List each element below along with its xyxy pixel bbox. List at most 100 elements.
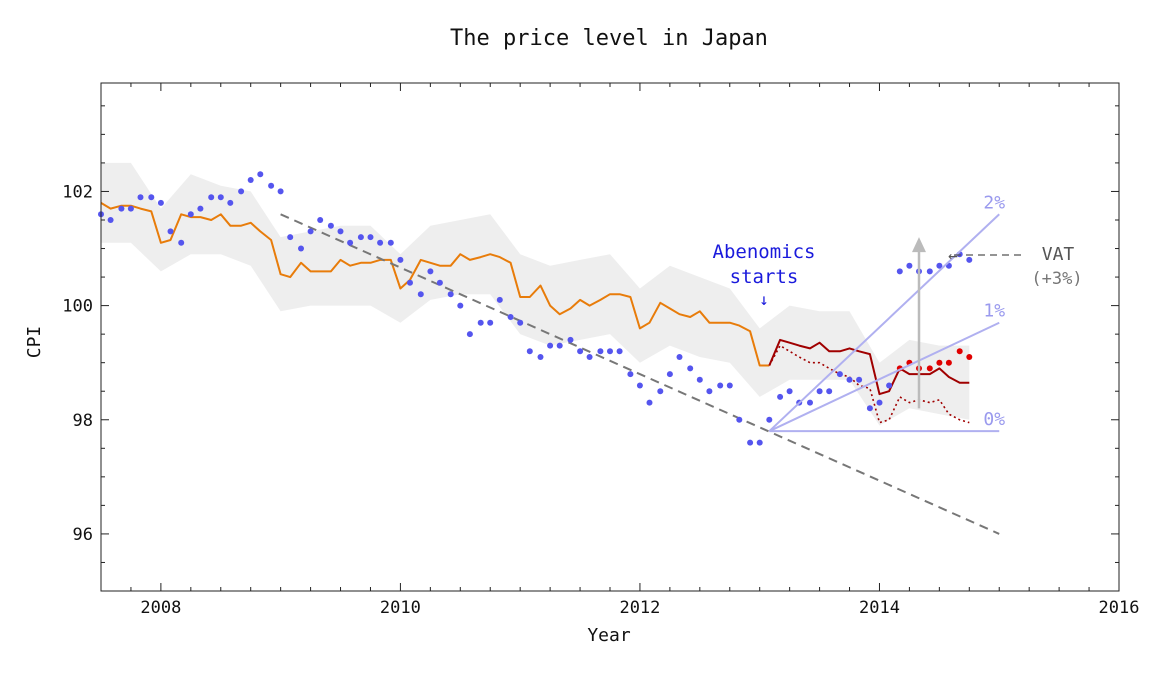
- cpi-data-point: [298, 245, 304, 252]
- cpi-data-point: [676, 354, 683, 360]
- post-vat-data-point: [966, 354, 973, 360]
- cpi-data-point: [747, 439, 754, 446]
- cpi-data-point: [447, 291, 454, 298]
- cpi-data-point: [547, 342, 554, 349]
- cpi-data-point: [657, 388, 664, 395]
- cpi-data-point: [556, 342, 563, 349]
- cpi-data-point: [107, 217, 114, 223]
- axis-tick-layer: 2008 2010 2012 2014 2016 96 98 100 102: [62, 83, 1139, 618]
- cpi-data-point: [577, 348, 584, 355]
- cpi-data-point: [876, 399, 883, 406]
- cpi-data-point: [636, 382, 643, 389]
- y-tick-label: 102: [62, 182, 93, 202]
- vat-arrow-head-icon: [911, 237, 926, 253]
- cpi-data-point: [327, 222, 334, 229]
- cpi-data-point: [238, 188, 245, 195]
- cpi-data-point: [436, 279, 443, 286]
- y-tick-label: 98: [73, 411, 93, 431]
- cpi-data-point: [127, 205, 134, 212]
- cpi-data-point: [496, 296, 503, 303]
- cpi-data-point: [178, 239, 185, 246]
- cpi-data-point: [926, 268, 933, 275]
- cpi-data-point: [367, 234, 374, 241]
- cpi-data-point: [906, 262, 913, 269]
- cpi-data-point: [886, 382, 893, 389]
- cpi-data-point: [537, 354, 544, 360]
- cpi-data-point: [477, 319, 484, 326]
- cpi-data-point: [317, 217, 324, 223]
- cpi-data-point: [706, 388, 713, 395]
- cpi-data-point: [736, 416, 743, 423]
- cpi-data-point: [137, 194, 144, 201]
- cpi-data-point: [268, 182, 275, 189]
- cpi-data-point: [167, 228, 174, 235]
- post-vat-data-point: [956, 348, 963, 355]
- cpi-data-point: [816, 388, 823, 395]
- cpi-data-point: [586, 354, 593, 360]
- cpi-data-point: [756, 439, 763, 446]
- post-vat-data-point: [936, 359, 943, 366]
- cpi-data-point: [247, 177, 254, 183]
- cpi-data-point: [966, 256, 973, 263]
- scenario-label: 0%: [983, 409, 1005, 430]
- cpi-data-point: [148, 194, 155, 201]
- scenario-line: [768, 321, 1000, 433]
- cpi-data-point: [377, 239, 384, 246]
- cpi-line-series: [100, 202, 770, 367]
- chart-title: The price level in Japan: [450, 26, 768, 51]
- x-tick-label: 2010: [380, 598, 421, 618]
- data-point-layer: [98, 171, 973, 446]
- cpi-data-point: [766, 416, 773, 423]
- cpi-data-point: [567, 336, 574, 343]
- cpi-data-point: [217, 194, 224, 201]
- cpi-data-point: [856, 376, 863, 383]
- x-tick-label: 2016: [1099, 598, 1140, 618]
- cpi-data-point: [786, 388, 793, 395]
- scenario-layer: 2% 1% 0%: [768, 192, 1005, 433]
- x-axis-title: Year: [587, 625, 631, 646]
- vat-pointer-arrow-icon: ←: [948, 246, 958, 265]
- cpi-data-point: [357, 234, 364, 241]
- post-abenomics-line: [768, 338, 970, 396]
- cpi-data-point: [387, 239, 394, 246]
- series-line-layer: [100, 202, 1000, 535]
- cpi-data-point: [507, 314, 514, 320]
- abenomics-arrow-icon: ↓: [759, 290, 769, 309]
- cpi-data-point: [337, 228, 344, 235]
- abenomics-label-line2: starts: [730, 266, 799, 288]
- cpi-data-point: [866, 405, 873, 412]
- cpi-data-point: [118, 205, 125, 212]
- cpi-data-point: [407, 279, 413, 286]
- trend-dashed-line: [280, 213, 1000, 535]
- cpi-data-point: [277, 188, 284, 195]
- cpi-data-point: [717, 382, 724, 389]
- cpi-data-point: [807, 399, 813, 406]
- y-tick-label: 96: [73, 525, 93, 545]
- cpi-data-point: [208, 194, 215, 201]
- cpi-data-point: [627, 371, 634, 378]
- y-tick-label: 100: [62, 297, 93, 317]
- x-tick-label: 2008: [140, 598, 181, 618]
- cpi-data-point: [777, 393, 784, 400]
- cpi-data-point: [826, 388, 833, 395]
- cpi-data-point: [417, 291, 424, 298]
- cpi-data-point: [607, 348, 613, 355]
- vat-detail-label: (+3%): [1031, 269, 1082, 289]
- post-vat-data-point: [926, 365, 933, 372]
- cpi-data-point: [666, 371, 673, 378]
- scenario-label: 1%: [983, 301, 1005, 322]
- cpi-data-point: [157, 199, 164, 206]
- vat-label: VAT: [1042, 244, 1075, 265]
- cpi-data-point: [197, 205, 204, 212]
- cpi-data-point: [457, 302, 464, 309]
- cpi-data-point: [307, 228, 314, 235]
- uncertainty-band-layer: [101, 162, 970, 426]
- cpi-data-point: [616, 348, 623, 355]
- y-axis-title: CPI: [24, 326, 45, 359]
- cpi-data-point: [347, 239, 354, 246]
- plot-frame: [100, 82, 1120, 592]
- cpi-data-point: [427, 268, 434, 275]
- cpi-data-point: [487, 319, 494, 326]
- cpi-data-point: [836, 371, 843, 378]
